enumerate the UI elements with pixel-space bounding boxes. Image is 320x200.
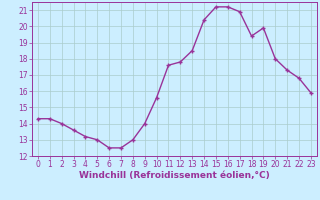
X-axis label: Windchill (Refroidissement éolien,°C): Windchill (Refroidissement éolien,°C)	[79, 171, 270, 180]
